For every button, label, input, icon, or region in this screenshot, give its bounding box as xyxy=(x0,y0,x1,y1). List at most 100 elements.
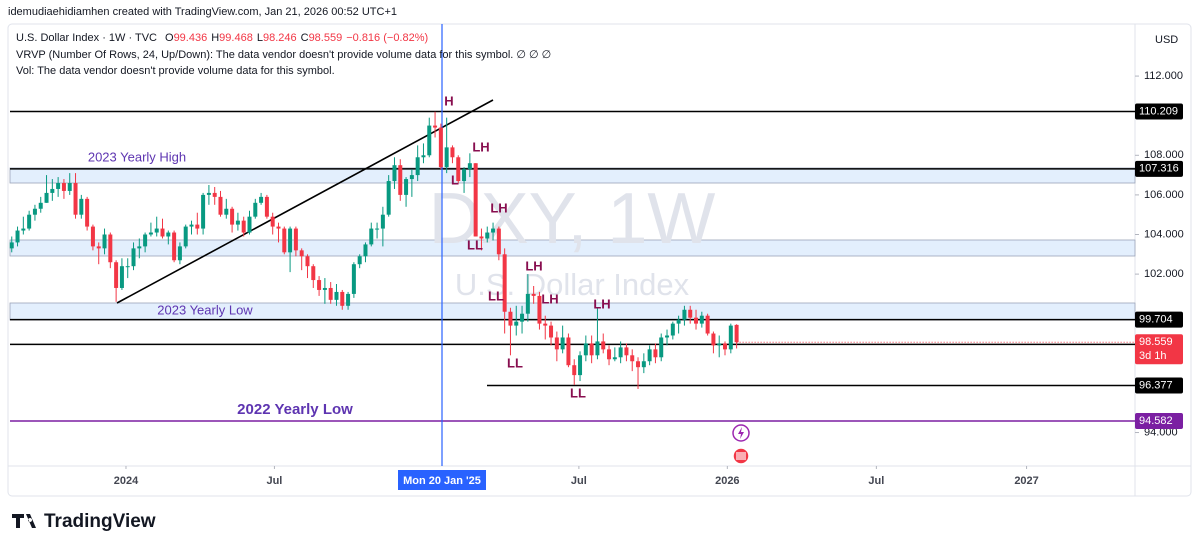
candle-body xyxy=(589,343,594,356)
candle-body xyxy=(380,214,385,229)
candle-body xyxy=(154,228,159,233)
candle-body xyxy=(27,214,32,229)
candle-body xyxy=(549,325,554,338)
candle-body xyxy=(79,198,84,215)
candle-body xyxy=(444,147,449,168)
candle-body xyxy=(90,226,95,247)
candle-body xyxy=(177,246,182,261)
candle-body xyxy=(409,175,414,180)
candle-body xyxy=(346,293,351,306)
candle-body xyxy=(607,349,612,360)
zone-label: 2023 Yearly Low xyxy=(157,302,253,317)
candle-body xyxy=(189,224,194,227)
candle-body xyxy=(479,236,484,239)
candle-body xyxy=(583,343,588,356)
indicator-legend: VRVP (Number Of Rows, 24, Up/Down): The … xyxy=(16,49,551,61)
legend-item: 98.246 xyxy=(263,32,297,44)
candle-body xyxy=(125,266,130,268)
event-icon-bolt xyxy=(738,427,744,439)
credit: idemudiaehidiamhen created with TradingV… xyxy=(8,6,397,18)
candle-body xyxy=(398,165,403,195)
legend-item: −0.816 (−0.82%) xyxy=(346,32,428,44)
candle-body xyxy=(235,220,240,225)
level-label-box xyxy=(1135,160,1183,177)
candle-body xyxy=(61,183,66,191)
candle-body xyxy=(467,163,472,170)
candle-body xyxy=(630,355,635,362)
candle-body xyxy=(572,365,577,376)
legend-item: O xyxy=(165,32,174,44)
level-label: 99.704 xyxy=(1139,313,1173,325)
last-price-box xyxy=(1135,334,1183,365)
candle-body xyxy=(554,337,559,350)
candle-body xyxy=(688,309,693,318)
pattern-label: LH xyxy=(472,139,489,154)
candle-body xyxy=(212,192,217,197)
candle-body xyxy=(566,337,571,366)
candle-body xyxy=(578,355,583,376)
level-label-box xyxy=(1135,377,1183,394)
pattern-label: LH xyxy=(525,258,542,273)
candle-body xyxy=(241,220,246,233)
candle-body xyxy=(595,341,600,356)
crosshair-box xyxy=(398,470,486,490)
x-tick-label: Jul xyxy=(266,475,282,487)
pattern-label: LH xyxy=(490,200,507,215)
candle-body xyxy=(15,230,20,243)
candle-body xyxy=(520,313,525,322)
candle-body xyxy=(172,232,177,261)
legend-item: L xyxy=(257,32,263,44)
legend-item: C xyxy=(301,32,309,44)
candle-body xyxy=(491,228,496,233)
candle-body xyxy=(32,208,37,215)
candle-body xyxy=(206,192,211,195)
candle-body xyxy=(253,202,258,217)
x-tick-label: Jul xyxy=(571,475,587,487)
pattern-label: LL xyxy=(570,385,586,400)
candle-body xyxy=(723,343,728,350)
candle-body xyxy=(717,343,722,346)
candle-body xyxy=(375,228,380,230)
x-tick-label: 2027 xyxy=(1014,475,1038,487)
candle-body xyxy=(102,234,107,249)
candle-body xyxy=(525,293,530,314)
candle-body xyxy=(183,226,188,247)
candle-body xyxy=(166,232,171,237)
candle-body xyxy=(450,147,455,158)
legend-item: H xyxy=(211,32,219,44)
level-label-box xyxy=(1135,103,1183,120)
level-label: 96.377 xyxy=(1139,379,1173,391)
pattern-label: LL xyxy=(488,288,504,303)
last-price: 98.559 xyxy=(1139,336,1173,348)
panel-border xyxy=(7,23,1192,497)
candle-body xyxy=(143,234,148,247)
level-label-box xyxy=(1135,413,1183,430)
candle-body xyxy=(351,264,356,294)
x-tick-label: 2024 xyxy=(114,475,139,487)
candle-body xyxy=(386,181,391,215)
pattern-label: L xyxy=(451,172,459,187)
candle-body xyxy=(734,324,739,343)
candle-body xyxy=(38,202,43,209)
candle-body xyxy=(288,228,293,253)
y-tick-label: 102.000 xyxy=(1144,268,1184,280)
candle-body xyxy=(711,333,716,346)
level-label: 94.582 xyxy=(1139,415,1173,427)
candle-body xyxy=(636,361,641,368)
candle-body xyxy=(438,127,443,168)
level-label: 107.316 xyxy=(1139,163,1179,175)
candle-body xyxy=(259,196,264,203)
candle-body xyxy=(293,228,298,251)
event-icon-flag xyxy=(736,452,746,460)
candle-body xyxy=(682,309,687,320)
level-label-box xyxy=(1135,311,1183,328)
candle-body xyxy=(201,194,206,229)
candle-body xyxy=(560,337,565,350)
candle-body xyxy=(247,216,252,233)
candle-body xyxy=(676,319,681,324)
candle-body xyxy=(665,335,670,338)
candle-body xyxy=(56,183,61,189)
candle-body xyxy=(276,226,281,229)
